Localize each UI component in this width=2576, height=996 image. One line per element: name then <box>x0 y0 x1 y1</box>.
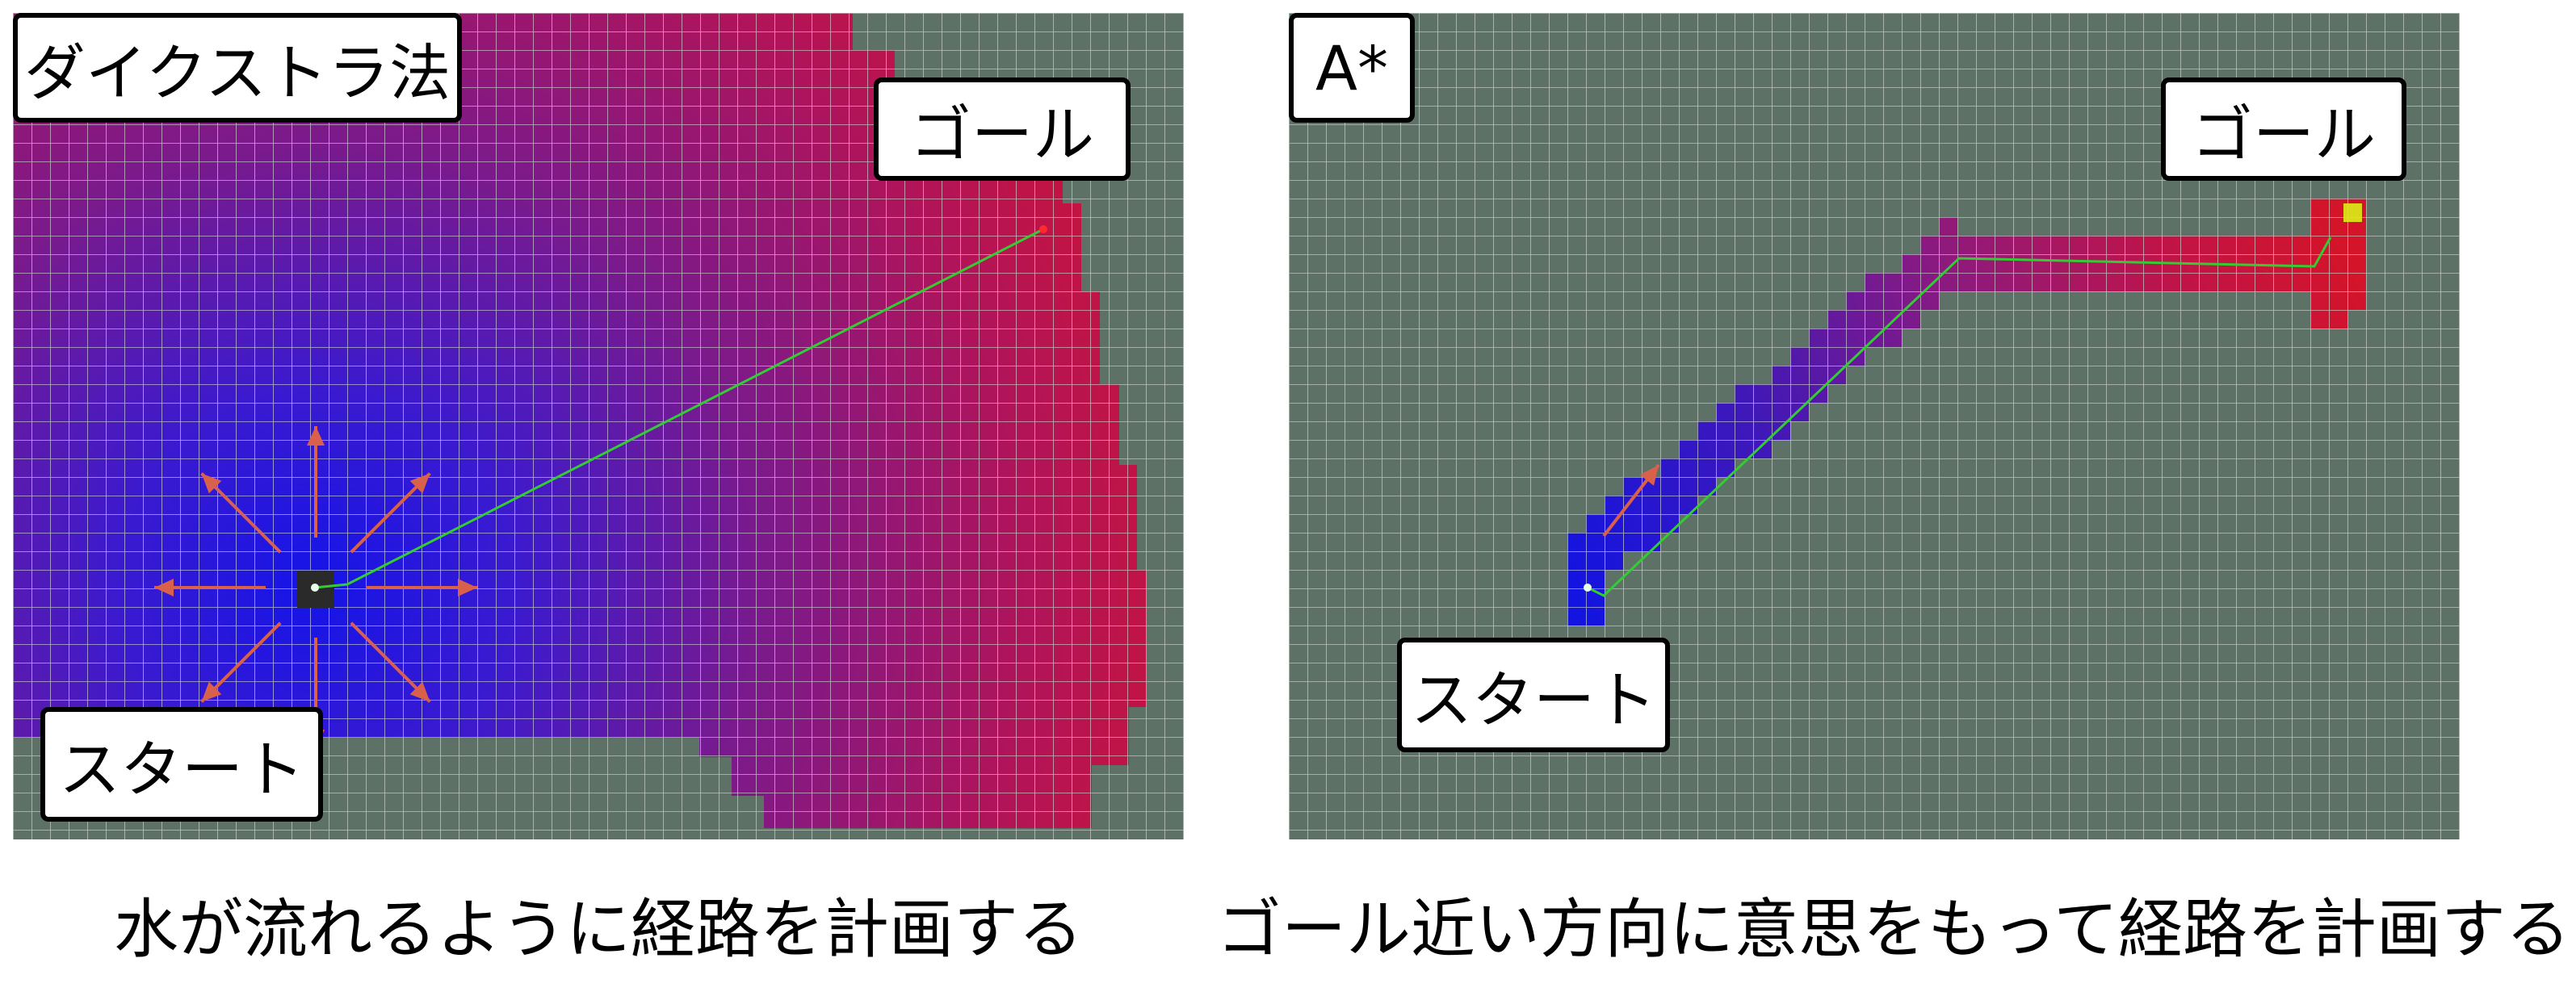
astar-caption: ゴール近い方向に意思をもって経路を計画する <box>1217 892 2570 967</box>
astar-panel: A* ゴール スタート <box>1289 13 2460 839</box>
start-label: スタート <box>1397 638 1670 752</box>
start-point <box>1584 584 1592 592</box>
arrow-head-icon <box>154 579 174 596</box>
dijkstra-caption: 水が流れるように経路を計画する <box>114 892 1083 967</box>
start-point <box>311 584 319 592</box>
arrow-head-icon <box>409 681 430 702</box>
start-label: スタート <box>40 707 323 822</box>
algorithm-title: ダイクストラ法 <box>13 13 462 123</box>
algorithm-title: A* <box>1289 13 1415 123</box>
arrow-head-icon <box>458 579 477 596</box>
expansion-arrows <box>1602 463 1660 538</box>
arrow-head-icon <box>307 426 325 446</box>
arrow-head-icon <box>201 681 222 702</box>
goal-label: ゴール <box>2161 77 2406 181</box>
arrow-head-icon <box>201 473 222 494</box>
planned-path <box>1587 236 2332 597</box>
arrow-head-icon <box>1639 465 1659 486</box>
goal-label: ゴール <box>874 77 1131 181</box>
expansion-arrows <box>154 426 477 749</box>
dijkstra-panel: ダイクストラ法 ゴール スタート <box>13 13 1184 839</box>
planned-path <box>314 228 1044 589</box>
arrow-head-icon <box>409 473 430 494</box>
goal-cell-icon <box>1039 225 1047 233</box>
